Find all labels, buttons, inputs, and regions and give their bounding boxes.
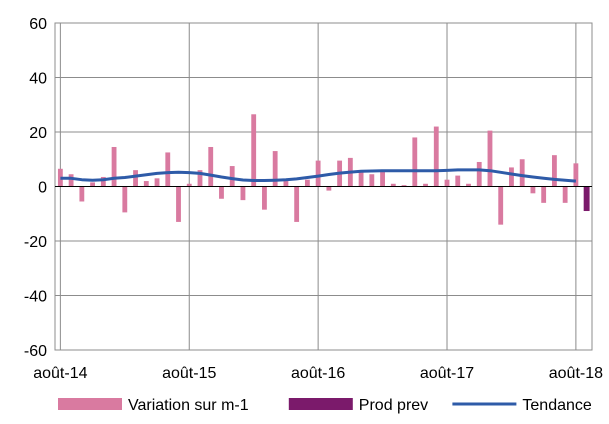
y-tick-label: 20 [29,125,47,142]
variation-bar [509,167,514,187]
variation-bar [519,159,525,187]
variation-bar [423,183,428,187]
legend-label: Variation sur m-1 [128,397,249,414]
variation-bar [122,186,128,213]
variation-bar [562,186,568,203]
variation-bar [358,170,364,187]
variation-bar [186,183,192,187]
legend-swatch [58,398,122,410]
variation-bar [412,137,418,187]
variation-bar [251,114,257,187]
variation-bar [551,155,557,187]
variation-bar [262,186,267,210]
variation-bar [208,146,214,187]
axes-layer: 60 40 20 0 -20 -40 -60 août-14 août-15 août-16 aoû… [24,16,603,382]
variation-bar [176,186,181,222]
variation-bar [165,152,171,187]
variation-bar [133,170,138,187]
legend-label: Prod prev [359,397,428,414]
variation-bar [455,175,461,187]
variation-bar [487,130,493,187]
legend: Variation sur m-1 Prod prev Tendance [58,397,592,414]
variation-bar [401,185,407,187]
variation-bar [304,179,310,187]
variation-bar [229,166,235,187]
variation-bar [57,168,63,187]
variation-bar [390,183,396,187]
prod-prev-bar [583,186,590,212]
variation-bar [466,183,471,187]
y-tick-label: -20 [24,234,47,251]
x-tick-label: août-15 [162,365,216,382]
y-tick-label: 0 [38,180,47,197]
variation-bar [530,186,536,194]
variation-bar [68,174,74,187]
x-tick-label: août-18 [549,365,603,382]
y-tick-label: -60 [24,343,47,360]
variation-bar [154,178,160,187]
variation-bar [219,186,224,199]
variation-bar [100,176,106,187]
variation-bar [79,186,85,202]
variation-bar [294,186,300,222]
variation-bar [380,171,385,187]
variation-bar [369,174,375,187]
variation-bar [444,179,450,187]
variation-bar [197,170,203,187]
variation-bar [90,182,96,187]
x-tick-label: août-14 [33,365,87,382]
variation-bar [240,186,246,201]
variation-bar [111,146,117,187]
x-tick-label: août-17 [420,365,474,382]
legend-label: Tendance [522,397,591,414]
variation-bar [326,186,332,191]
bars-layer [57,114,590,225]
y-tick-label: 60 [29,16,47,33]
y-tick-label: -40 [24,289,47,306]
variation-bar [143,181,149,187]
legend-swatch [288,398,353,410]
variation-bar [476,161,482,187]
variation-bar [541,186,547,203]
y-tick-label: 40 [29,71,47,88]
variation-bar [315,160,321,187]
variation-bar [272,151,278,187]
variation-bar [433,126,439,187]
variation-bar [573,163,579,187]
line-layer [60,168,577,183]
x-tick-label: août-16 [291,365,345,382]
tendance-line [60,168,577,183]
variation-bar [283,181,289,187]
variation-bar [498,186,504,225]
